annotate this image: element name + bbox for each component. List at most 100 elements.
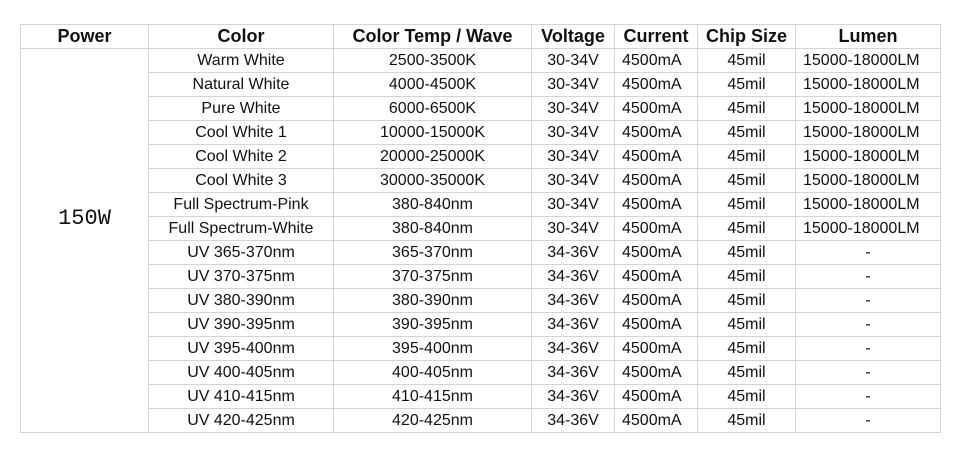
table-cell: 15000-18000LM: [795, 72, 941, 97]
table-row: Natural White 4000-4500K 30-34V 4500mA 45mil…: [21, 72, 941, 97]
power-cell: 150W: [20, 48, 149, 433]
table-cell: 34-36V: [531, 288, 615, 313]
table-cell: 4500mA: [614, 120, 698, 145]
table-cell: 34-36V: [531, 312, 615, 337]
table-cell: 45mil: [697, 336, 796, 361]
table-row: Full Spectrum-White 380-840nm 30-34V 4500mA…: [21, 216, 941, 241]
table-cell: UV 400-405nm: [148, 360, 334, 385]
table-cell: UV 390-395nm: [148, 312, 334, 337]
table-cell: 4000-4500K: [333, 72, 532, 97]
table-cell: UV 365-370nm: [148, 240, 334, 265]
table-cell: UV 410-415nm: [148, 384, 334, 409]
column-header: Chip Size: [697, 24, 796, 49]
table-cell: 10000-15000K: [333, 120, 532, 145]
table-cell: 395-400nm: [333, 336, 532, 361]
table-cell: 30-34V: [531, 48, 615, 73]
table-cell: 45mil: [697, 240, 796, 265]
column-header: Current: [614, 24, 698, 49]
table-cell: 30-34V: [531, 216, 615, 241]
table-cell: 45mil: [697, 144, 796, 169]
column-header: Color Temp / Wave: [333, 24, 532, 49]
table-cell: 34-36V: [531, 240, 615, 265]
table-row: UV 365-370nm 365-370nm 34-36V 4500mA 45mil -: [21, 240, 941, 265]
table-row: UV 400-405nm 400-405nm 34-36V 4500mA 45mil -: [21, 360, 941, 385]
table-cell: Cool White 2: [148, 144, 334, 169]
table-cell: Full Spectrum-Pink: [148, 192, 334, 217]
table-cell: 45mil: [697, 72, 796, 97]
table-cell: 15000-18000LM: [795, 216, 941, 241]
table-cell: -: [795, 264, 941, 289]
table-row: Cool White 3 30000-35000K 30-34V 4500mA 45mi…: [21, 168, 941, 193]
table-cell: 20000-25000K: [333, 144, 532, 169]
table-cell: 380-840nm: [333, 192, 532, 217]
table-cell: UV 420-425nm: [148, 408, 334, 433]
table-cell: 420-425nm: [333, 408, 532, 433]
table-cell: 30-34V: [531, 120, 615, 145]
table-body: 150W Warm White 2500-3500K 30-34V 4500mA 45mi…: [20, 48, 941, 433]
table-row: 150W Warm White 2500-3500K 30-34V 4500mA 45mi…: [20, 48, 941, 433]
table-cell: 390-395nm: [333, 312, 532, 337]
table-cell: 4500mA: [614, 144, 698, 169]
table-row: UV 410-415nm 410-415nm 34-36V 4500mA 45mil -: [21, 384, 941, 409]
table-cell: 4500mA: [614, 312, 698, 337]
table-cell: 30-34V: [531, 72, 615, 97]
table-cell: 45mil: [697, 288, 796, 313]
table-cell: -: [795, 240, 941, 265]
table-cell: Cool White 3: [148, 168, 334, 193]
table-cell: 45mil: [697, 216, 796, 241]
table-cell: 45mil: [697, 360, 796, 385]
table-cell: 45mil: [697, 48, 796, 73]
table-cell: -: [795, 384, 941, 409]
table-cell: 45mil: [697, 384, 796, 409]
table-cell: 45mil: [697, 264, 796, 289]
table-cell: UV 370-375nm: [148, 264, 334, 289]
table-cell: 45mil: [697, 120, 796, 145]
table-row: Full Spectrum-Pink 380-840nm 30-34V 4500mA 4…: [21, 192, 941, 217]
header-row: Power Color Color Temp / Wave Voltage Curren…: [20, 24, 941, 49]
table-cell: 4500mA: [614, 360, 698, 385]
table-cell: 4500mA: [614, 288, 698, 313]
table-cell: 4500mA: [614, 168, 698, 193]
column-header: Lumen: [795, 24, 941, 49]
table-cell: Natural White: [148, 72, 334, 97]
table-cell: 4500mA: [614, 72, 698, 97]
table-cell: -: [795, 312, 941, 337]
table-cell: 30-34V: [531, 144, 615, 169]
table-cell: 15000-18000LM: [795, 120, 941, 145]
table-row: Cool White 1 10000-15000K 30-34V 4500mA 45mi…: [21, 120, 941, 145]
table-cell: 45mil: [697, 312, 796, 337]
table-cell: 2500-3500K: [333, 48, 532, 73]
table-cell: 45mil: [697, 192, 796, 217]
table-cell: 34-36V: [531, 360, 615, 385]
table-cell: 4500mA: [614, 216, 698, 241]
table-cell: 30-34V: [531, 96, 615, 121]
table-cell: 45mil: [697, 408, 796, 433]
table-cell: 4500mA: [614, 192, 698, 217]
table-row: UV 420-425nm 420-425nm 34-36V 4500mA 45mil -: [21, 408, 941, 433]
table-cell: UV 395-400nm: [148, 336, 334, 361]
table-cell: 15000-18000LM: [795, 168, 941, 193]
table-row: Pure White 6000-6500K 30-34V 4500mA 45mil 150…: [21, 96, 941, 121]
table-cell: 4500mA: [614, 384, 698, 409]
table-cell: -: [795, 360, 941, 385]
table-row: UV 370-375nm 370-375nm 34-36V 4500mA 45mil -: [21, 264, 941, 289]
table-row: UV 395-400nm 395-400nm 34-36V 4500mA 45mil -: [21, 336, 941, 361]
table-cell: 45mil: [697, 168, 796, 193]
table-cell: 34-36V: [531, 384, 615, 409]
table-cell: UV 380-390nm: [148, 288, 334, 313]
table-cell: 370-375nm: [333, 264, 532, 289]
table-cell: 4500mA: [614, 96, 698, 121]
table-cell: 380-840nm: [333, 216, 532, 241]
column-header: Power: [20, 24, 149, 49]
table-cell: 45mil: [697, 96, 796, 121]
spec-table: Power Color Color Temp / Wave Voltage Curren…: [20, 24, 941, 433]
table-cell: Warm White: [148, 48, 334, 73]
table-cell: 410-415nm: [333, 384, 532, 409]
table-cell: 4500mA: [614, 48, 698, 73]
table-cell: 365-370nm: [333, 240, 532, 265]
table-cell: 30-34V: [531, 168, 615, 193]
table-cell: Full Spectrum-White: [148, 216, 334, 241]
table-cell: 34-36V: [531, 336, 615, 361]
table-cell: 15000-18000LM: [795, 144, 941, 169]
